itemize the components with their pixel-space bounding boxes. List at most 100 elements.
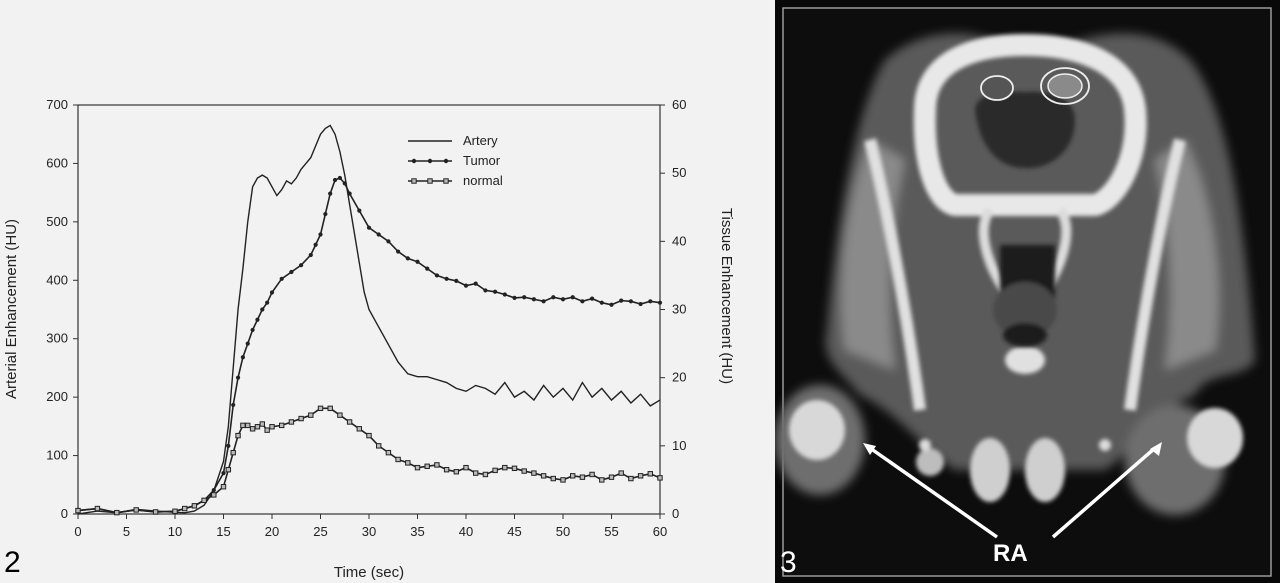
- left-y-tick-label: 500: [46, 214, 68, 229]
- point-tumor: [221, 471, 226, 476]
- point-tumor: [531, 297, 537, 302]
- point-tumor: [609, 302, 614, 307]
- point-tumor: [512, 295, 517, 301]
- point-tumor: [235, 375, 241, 380]
- point-tumor: [444, 276, 449, 281]
- point-normal: [628, 475, 634, 482]
- point-normal: [540, 473, 547, 479]
- point-normal: [288, 419, 295, 425]
- point-normal: [550, 475, 556, 482]
- point-normal: [201, 497, 207, 504]
- point-tumor: [313, 242, 318, 247]
- point-tumor: [590, 296, 595, 301]
- point-normal: [395, 456, 401, 463]
- point-tumor: [396, 249, 401, 254]
- x-tick-label: 45: [507, 524, 521, 539]
- point-normal: [376, 443, 382, 449]
- point-tumor: [483, 288, 488, 293]
- point-normal: [599, 477, 605, 483]
- point-normal: [94, 505, 101, 512]
- point-normal: [240, 422, 246, 429]
- point-tumor: [657, 300, 663, 305]
- point-normal: [75, 507, 81, 514]
- left-y-tick-label: 100: [46, 448, 68, 463]
- x-tick-label: 25: [313, 524, 327, 539]
- series-line-artery: [77, 124, 661, 515]
- point-tumor: [342, 181, 347, 186]
- right-y-tick-label: 0: [672, 506, 679, 521]
- point-tumor: [269, 290, 275, 295]
- right-y-tick-label: 30: [672, 302, 686, 317]
- point-tumor: [599, 300, 604, 305]
- ra-annotation-label: RA: [993, 540, 1028, 567]
- point-normal: [308, 412, 314, 418]
- ct-scan-illustration: [775, 7, 1272, 577]
- point-tumor: [332, 177, 338, 183]
- point-normal: [114, 509, 120, 516]
- point-tumor: [580, 299, 585, 304]
- figure-3-number: 3: [780, 546, 797, 579]
- point-normal: [225, 466, 232, 473]
- point-normal: [414, 464, 421, 471]
- point-tumor: [255, 317, 260, 322]
- x-tick-label: 55: [604, 524, 618, 539]
- point-tumor: [522, 295, 527, 300]
- point-tumor: [226, 443, 231, 448]
- point-tumor: [231, 402, 236, 408]
- x-tick-label: 10: [168, 524, 182, 539]
- legend-marker: [411, 178, 417, 184]
- right-y-tick-label: 50: [672, 165, 686, 180]
- point-normal: [424, 463, 430, 469]
- point-normal: [473, 470, 479, 476]
- point-tumor: [357, 208, 362, 213]
- legend-marker: [443, 178, 449, 184]
- right-y-axis-title: Tissue Enhancement (HU): [718, 208, 735, 384]
- point-normal: [385, 449, 392, 456]
- legend: Artery Tumor normal: [408, 133, 503, 188]
- x-axis-title: Time (sec): [334, 564, 404, 581]
- point-tumor: [405, 256, 410, 261]
- point-normal: [570, 473, 576, 479]
- legend-marker: [411, 158, 417, 164]
- point-normal: [657, 475, 663, 481]
- point-normal: [172, 508, 178, 514]
- series-line-normal: [77, 407, 661, 514]
- figure-2-panel: 0 5 10 15 20 25 30 35 40 45 50 55 60 0 100 200 300 400 500…: [0, 0, 775, 583]
- point-tumor: [260, 307, 265, 312]
- x-tick-label: 40: [459, 524, 473, 539]
- point-normal: [482, 471, 489, 478]
- point-normal: [637, 473, 644, 479]
- point-normal: [254, 424, 261, 430]
- point-tumor: [628, 299, 634, 304]
- point-normal: [191, 503, 198, 509]
- point-tumor: [240, 355, 245, 360]
- point-normal: [249, 426, 256, 432]
- x-tick-label: 20: [265, 524, 279, 539]
- point-normal: [579, 474, 586, 480]
- x-tick-label: 50: [556, 524, 570, 539]
- point-tumor: [560, 297, 566, 302]
- point-normal: [182, 505, 188, 512]
- point-tumor: [318, 232, 323, 237]
- figure-2-number: 2: [4, 546, 21, 579]
- point-tumor: [541, 299, 546, 304]
- x-tick-label: 15: [216, 524, 230, 539]
- point-normal: [618, 470, 624, 476]
- point-normal: [279, 422, 285, 429]
- left-y-tick-label: 200: [46, 389, 68, 404]
- point-normal: [220, 484, 227, 490]
- point-normal: [511, 465, 518, 472]
- point-normal: [560, 477, 566, 483]
- point-tumor: [265, 300, 270, 305]
- point-normal: [434, 462, 440, 468]
- point-tumor: [570, 295, 575, 300]
- right-y-tick-label: 10: [672, 438, 686, 453]
- point-normal: [230, 449, 236, 456]
- point-normal: [366, 432, 372, 439]
- x-tick-label: 0: [74, 524, 81, 539]
- point-tumor: [415, 259, 420, 264]
- point-tumor: [551, 295, 556, 300]
- point-tumor: [425, 266, 430, 271]
- enhancement-chart: 0 5 10 15 20 25 30 35 40 45 50 55 600100200300400500…: [3, 97, 735, 581]
- axis-ticks: 0 5 10 15 20 25 30 35 40 45 50 55 600100200300400500…: [46, 97, 686, 539]
